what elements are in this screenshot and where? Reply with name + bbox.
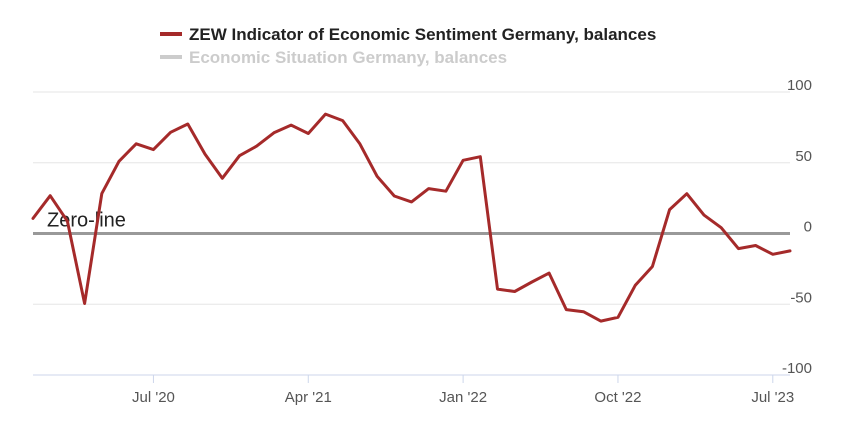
data-point[interactable] — [199, 148, 211, 160]
data-point[interactable] — [354, 138, 366, 150]
zero-line-label: Zero-line — [47, 210, 126, 232]
data-point[interactable] — [767, 248, 779, 260]
data-point[interactable] — [96, 188, 108, 200]
x-axis: Jul '20 Apr '21 Jan '22 Oct '22 Jul '23 — [33, 374, 794, 406]
x-tick-label: Oct '22 — [594, 389, 641, 406]
data-point[interactable] — [216, 172, 228, 184]
data-point[interactable] — [182, 118, 194, 130]
x-tick-label: Apr '21 — [285, 389, 332, 406]
data-point[interactable] — [595, 315, 607, 327]
data-point[interactable] — [371, 170, 383, 182]
data-point[interactable] — [406, 196, 418, 208]
y-tick-label: 50 — [795, 148, 812, 165]
data-point[interactable] — [681, 188, 693, 200]
data-point[interactable] — [715, 222, 727, 234]
data-point[interactable] — [165, 126, 177, 138]
series-line-economic-sentiment[interactable] — [31, 112, 792, 323]
y-tick-label: -50 — [790, 289, 812, 306]
legend-label-economic-situation[interactable]: Economic Situation Germany, balances — [189, 48, 507, 67]
data-point[interactable] — [509, 286, 521, 298]
y-axis: 100 50 0 -50 -100 — [782, 77, 812, 377]
y-tick-label: -100 — [782, 360, 812, 377]
series-group[interactable] — [27, 108, 796, 327]
data-point[interactable] — [612, 311, 624, 323]
data-point[interactable] — [61, 215, 73, 227]
data-point[interactable] — [388, 190, 400, 202]
data-point[interactable] — [784, 245, 796, 257]
data-point[interactable] — [578, 306, 590, 318]
data-point[interactable] — [320, 108, 332, 120]
y-tick-label: 0 — [804, 219, 812, 236]
data-point[interactable] — [440, 185, 452, 197]
data-point[interactable] — [664, 204, 676, 216]
data-point[interactable] — [543, 267, 555, 279]
data-point[interactable] — [285, 119, 297, 131]
data-point[interactable] — [268, 127, 280, 139]
x-tick-label: Jan '22 — [439, 389, 487, 406]
data-point[interactable] — [698, 209, 710, 221]
data-point[interactable] — [44, 190, 56, 202]
y-tick-label: 100 — [787, 77, 812, 94]
data-point[interactable] — [492, 283, 504, 295]
data-point[interactable] — [526, 276, 538, 288]
data-point[interactable] — [732, 243, 744, 255]
legend[interactable]: ZEW Indicator of Economic Sentiment Germ… — [160, 25, 656, 67]
data-point[interactable] — [130, 138, 142, 150]
data-point[interactable] — [337, 115, 349, 127]
data-point[interactable] — [560, 304, 572, 316]
data-point[interactable] — [423, 183, 435, 195]
legend-label-economic-sentiment[interactable]: ZEW Indicator of Economic Sentiment Germ… — [189, 25, 656, 44]
data-point[interactable] — [457, 154, 469, 166]
data-point[interactable] — [646, 261, 658, 273]
data-point[interactable] — [234, 150, 246, 162]
data-point[interactable] — [629, 279, 641, 291]
data-point[interactable] — [79, 298, 91, 310]
data-point[interactable] — [302, 128, 314, 140]
data-point[interactable] — [113, 155, 125, 167]
data-point[interactable] — [750, 240, 762, 252]
data-point[interactable] — [27, 212, 39, 224]
data-point[interactable] — [251, 140, 263, 152]
x-tick-label: Jul '20 — [132, 389, 175, 406]
x-tick-label: Jul '23 — [751, 389, 794, 406]
data-point[interactable] — [474, 151, 486, 163]
data-point[interactable] — [147, 144, 159, 156]
